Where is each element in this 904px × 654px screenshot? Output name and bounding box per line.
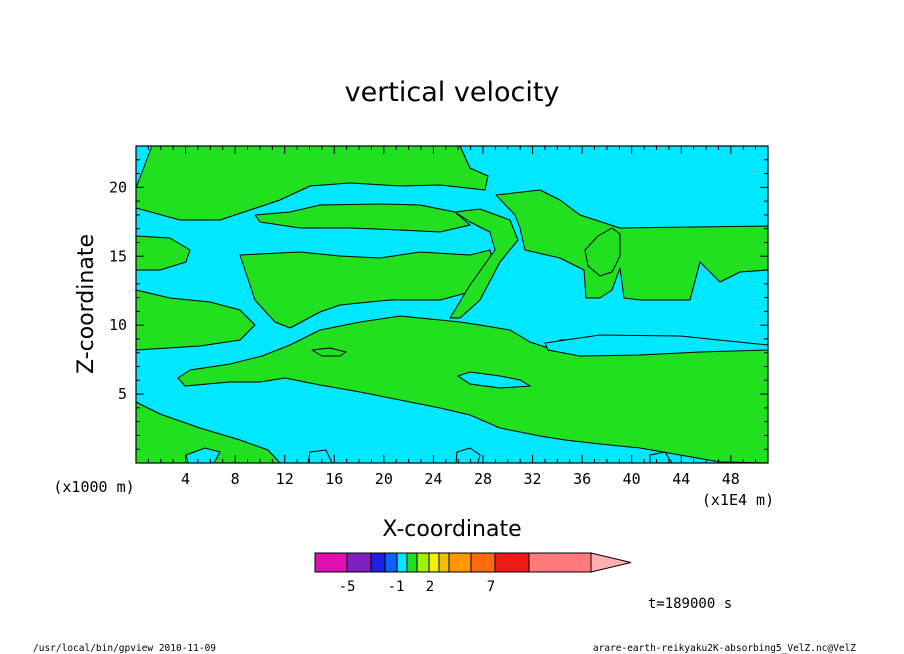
y-tick-label: 5 xyxy=(118,385,127,403)
x-tick-label: 40 xyxy=(623,470,641,488)
region-tr-band xyxy=(495,189,769,301)
plot-frame xyxy=(135,145,769,464)
colorbar-labels: -5 -1 2 7 xyxy=(339,579,496,595)
x-tick-label: 12 xyxy=(276,470,294,488)
footer-right: arare-earth-reikyaku2K-absorbing5_VelZ.n… xyxy=(593,643,856,654)
region-right-knot xyxy=(449,208,519,319)
x-unit-right: (x1E4 m) xyxy=(702,491,774,509)
region-tr-oval xyxy=(584,227,621,277)
x-axis-label: X-coordinate xyxy=(382,517,521,542)
colorbar-tick-label: -1 xyxy=(388,579,405,595)
x-tick-label: 32 xyxy=(524,470,542,488)
colorbar-tick-label: 2 xyxy=(426,579,434,595)
x-unit-left: (x1000 m) xyxy=(53,478,134,496)
x-tick-label: 4 xyxy=(181,470,190,488)
colorbar xyxy=(314,552,632,573)
footer-left: /usr/local/bin/gpview 2010-11-09 xyxy=(33,643,216,654)
region-left-lower xyxy=(135,289,256,351)
y-tick-label: 20 xyxy=(109,178,127,196)
x-tick-label: 16 xyxy=(325,470,343,488)
colorbar-segment xyxy=(416,552,430,573)
colorbar-segment xyxy=(314,552,348,573)
region-top xyxy=(135,145,489,221)
colorbar-segment xyxy=(384,552,398,573)
y-tick-label: 15 xyxy=(109,247,127,265)
colorbar-segment xyxy=(406,552,418,573)
colorbar-extend-arrow xyxy=(590,552,632,573)
x-tick-label: 20 xyxy=(375,470,393,488)
colorbar-segment xyxy=(470,552,496,573)
colorbar-segment xyxy=(528,552,592,573)
colorbar-segment xyxy=(494,552,530,573)
colorbar-segment xyxy=(428,552,440,573)
y-tick-label: 10 xyxy=(109,316,127,334)
region-upper-lens xyxy=(254,203,471,233)
x-tick-label: 28 xyxy=(474,470,492,488)
y-axis: 5 10 15 20 xyxy=(109,159,768,450)
x-axis: 4 8 12 16 20 24 28 32 36 40 44 48 xyxy=(147,146,757,488)
plot-area xyxy=(135,145,769,464)
colorbar-segment xyxy=(370,552,386,573)
colorbar-segment xyxy=(448,552,472,573)
colorbar-tick-label: 7 xyxy=(487,579,495,595)
x-tick-label: 44 xyxy=(672,470,690,488)
region-small-blob xyxy=(311,347,347,357)
x-tick-label: 48 xyxy=(722,470,740,488)
embedded-cells xyxy=(185,334,769,464)
x-tick-label: 36 xyxy=(573,470,591,488)
x-tick-label: 24 xyxy=(424,470,442,488)
colorbar-segment xyxy=(346,552,372,573)
time-label: t=189000 s xyxy=(648,596,732,612)
colorbar-segment xyxy=(396,552,408,573)
y-axis-label: Z-coordinate xyxy=(74,234,99,374)
chart-title: vertical velocity xyxy=(345,77,560,108)
colorbar-segment xyxy=(438,552,450,573)
x-tick-label: 8 xyxy=(231,470,240,488)
colorbar-tick-label: -5 xyxy=(339,579,356,595)
